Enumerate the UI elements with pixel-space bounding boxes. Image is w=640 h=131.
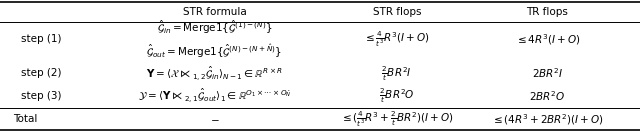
Text: $\leq (4R^3 + 2BR^2)(I+O)$: $\leq (4R^3 + 2BR^2)(I+O)$ [491,112,604,127]
Text: $\mathcal{Y} = \langle \mathbf{Y} \ltimes_{2,1} \hat{\mathcal{G}}_{out} \rangle_: $\mathcal{Y} = \langle \mathbf{Y} \ltime… [138,86,291,105]
Text: $\hat{\mathcal{G}}_{out} = \mathrm{Merge1}\{\hat{\mathcal{G}}^{(N)-(N+\hat{N})}\: $\hat{\mathcal{G}}_{out} = \mathrm{Merge… [147,42,282,61]
Text: $\leq 4R^3(I+O)$: $\leq 4R^3(I+O)$ [515,32,580,47]
Text: $\leq \frac{4}{t^3}R^3(I+O)$: $\leq \frac{4}{t^3}R^3(I+O)$ [364,29,430,49]
Text: $2BR^2I$: $2BR^2I$ [531,66,563,80]
Text: TR flops: TR flops [526,7,568,17]
Text: $\frac{2}{t}BR^2I$: $\frac{2}{t}BR^2I$ [381,64,412,83]
Text: step (1): step (1) [21,34,62,44]
Text: STR flops: STR flops [372,7,421,17]
Text: $\frac{2}{t}BR^2O$: $\frac{2}{t}BR^2O$ [379,86,415,105]
Text: step (2): step (2) [21,68,62,78]
Text: $\mathbf{Y} = \langle \mathcal{X} \ltimes_{1,2} \hat{\mathcal{G}}_{in} \rangle_{: $\mathbf{Y} = \langle \mathcal{X} \ltime… [146,64,283,83]
Text: $-$: $-$ [209,114,220,124]
Text: $2BR^2O$: $2BR^2O$ [529,89,565,103]
Text: $\hat{\mathcal{G}}_{in} = \mathrm{Merge1}\{\hat{\mathcal{G}}^{(1)-(N)}\}$: $\hat{\mathcal{G}}_{in} = \mathrm{Merge1… [157,19,272,36]
Text: STR formula: STR formula [182,7,246,17]
Text: step (3): step (3) [21,91,62,101]
Text: $\leq (\frac{4}{t^3}R^3 + \frac{2}{t}BR^2)(I+O)$: $\leq (\frac{4}{t^3}R^3 + \frac{2}{t}BR^… [340,109,454,129]
Text: Total: Total [13,114,38,124]
